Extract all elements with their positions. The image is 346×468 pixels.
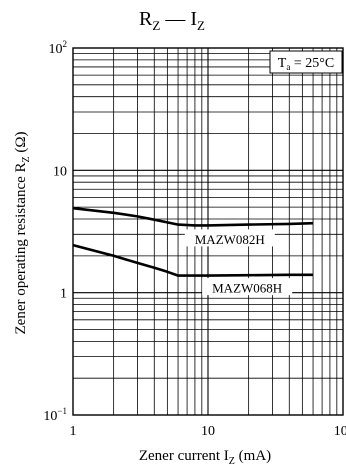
y-axis-label: Zener operating resistance RZ (Ω) (13, 131, 32, 334)
title-dash: — (160, 8, 190, 30)
chart-title: RZ — IZ (139, 8, 205, 33)
x-tick-label: 102 (334, 421, 346, 439)
y-tick-label: 102 (49, 39, 68, 57)
grid (73, 48, 343, 415)
plot-frame (72, 47, 344, 416)
y-axis-label-unit: (Ω) (13, 131, 29, 156)
title-i-sub: Z (197, 18, 205, 33)
x-axis-label-main: Zener current I (139, 448, 229, 464)
title-r: R (139, 8, 153, 30)
series-layer (72, 206, 314, 277)
plot-border (72, 47, 344, 416)
x-tick-label: 1 (70, 424, 77, 439)
condition-t: T (278, 56, 287, 71)
series-annotations: MAZW082H MAZW068H (184, 229, 293, 296)
condition-label: Ta = 25°C (278, 56, 334, 72)
y-axis-label-sub: Z (21, 156, 32, 162)
x-axis-label: Zener current IZ (mA) (139, 448, 271, 467)
series-line-mazw068h (72, 243, 314, 277)
condition-box: Ta = 25°C (269, 50, 343, 74)
annotation-bg (184, 229, 275, 247)
y-tick-label: 1 (60, 287, 67, 302)
condition-rest: = 25°C (290, 56, 334, 71)
title-r-sub: Z (152, 18, 160, 33)
y-tick-label: 10−1 (43, 406, 67, 424)
x-axis-label-unit: (mA) (235, 448, 271, 464)
y-axis-label-main: Zener operating resistance R (13, 162, 29, 334)
x-tick-label: 10 (201, 424, 215, 439)
annotation-bg (202, 278, 293, 296)
y-tick-label: 10 (53, 164, 67, 179)
series-annotation: MAZW068H (212, 281, 282, 296)
x-axis-label-sub: Z (229, 456, 235, 467)
condition-t-sub: a (286, 62, 290, 72)
series-annotation: MAZW082H (195, 232, 265, 247)
series-line-mazw082h (72, 206, 314, 227)
title-i: I (190, 8, 197, 30)
